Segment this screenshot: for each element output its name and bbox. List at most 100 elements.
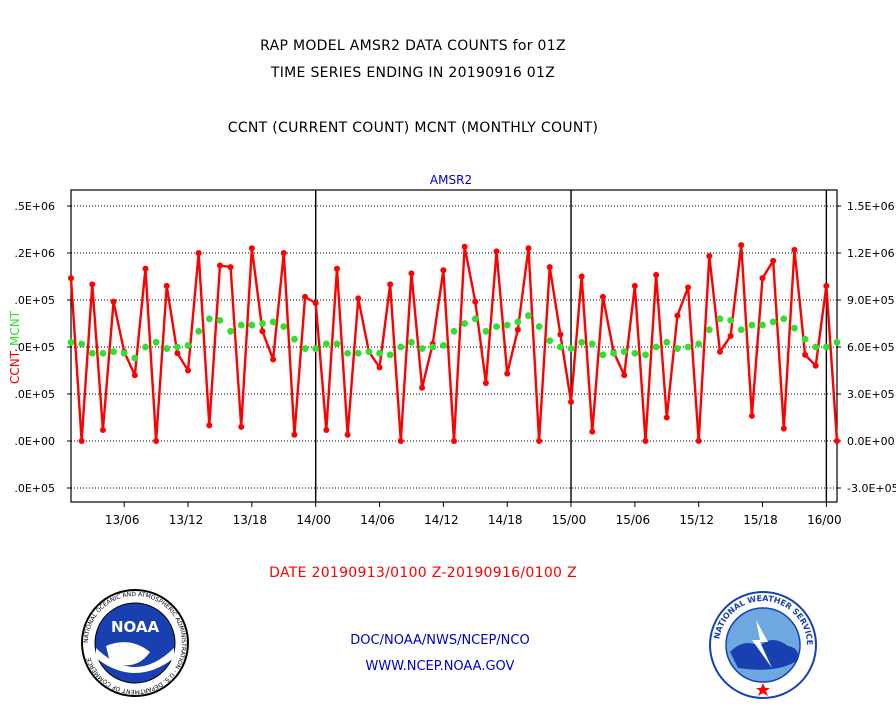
- point-mcnt: [514, 318, 522, 326]
- point-ccnt: [663, 414, 670, 421]
- series-group: [67, 242, 841, 444]
- point-ccnt: [727, 333, 734, 340]
- point-ccnt: [344, 431, 351, 438]
- point-mcnt: [142, 343, 149, 351]
- point-mcnt: [312, 345, 320, 352]
- point-ccnt: [546, 264, 553, 271]
- point-mcnt: [727, 316, 735, 324]
- point-mcnt: [291, 335, 298, 343]
- point-mcnt: [535, 323, 543, 331]
- point-mcnt: [822, 343, 830, 351]
- point-ccnt: [823, 282, 830, 289]
- point-mcnt: [322, 340, 330, 348]
- point-ccnt: [397, 438, 404, 444]
- point-mcnt: [333, 340, 341, 348]
- point-mcnt: [631, 349, 639, 357]
- footer-org: DOC/NOAA/NWS/NCEP/NCO: [350, 633, 530, 648]
- xtick-label: 16/00: [807, 513, 842, 527]
- point-mcnt: [259, 320, 266, 327]
- point-mcnt: [386, 351, 394, 359]
- point-mcnt: [642, 351, 649, 359]
- point-mcnt: [99, 349, 107, 357]
- ytick-label-right: 1.2E+06: [847, 247, 895, 260]
- point-ccnt: [216, 262, 223, 269]
- point-ccnt: [493, 248, 500, 255]
- point-ccnt: [780, 425, 787, 432]
- point-mcnt: [791, 324, 798, 332]
- point-mcnt: [237, 321, 245, 329]
- point-ccnt: [99, 427, 106, 434]
- point-ccnt: [451, 438, 457, 444]
- point-ccnt: [653, 271, 660, 278]
- noaa-logo: NOAA NATIONAL OCEANIC AND ATMOSPHERIC AD…: [81, 589, 189, 697]
- point-mcnt: [705, 326, 713, 334]
- point-ccnt: [642, 438, 649, 444]
- point-mcnt: [759, 321, 766, 329]
- point-mcnt: [120, 349, 128, 357]
- point-ccnt: [578, 273, 585, 280]
- point-mcnt: [450, 327, 458, 335]
- point-ccnt: [68, 275, 74, 282]
- ytick-label-right: -3.0E+05: [847, 482, 896, 495]
- chart-subtitle: AMSR2: [430, 173, 472, 187]
- point-mcnt: [684, 343, 692, 351]
- ylabel-ccnt: CCNT: [8, 350, 22, 384]
- point-ccnt: [802, 351, 809, 358]
- xtick-label: 15/00: [552, 513, 587, 527]
- ytick-label-left: .0E+00: [14, 435, 55, 448]
- point-mcnt: [610, 349, 617, 357]
- ylabel-mcnt: MCNT: [8, 310, 22, 346]
- point-mcnt: [365, 348, 373, 356]
- plot-frame: [70, 189, 838, 503]
- point-ccnt: [791, 246, 798, 253]
- point-mcnt: [78, 340, 86, 348]
- point-mcnt: [227, 327, 234, 335]
- point-mcnt: [248, 321, 256, 329]
- point-ccnt: [227, 264, 234, 271]
- ytick-label-left: .0E+05: [14, 341, 55, 354]
- point-mcnt: [737, 326, 745, 334]
- point-ccnt: [259, 328, 266, 335]
- point-ccnt: [131, 372, 138, 379]
- point-ccnt: [174, 350, 181, 357]
- xtick-label: 15/12: [679, 513, 714, 527]
- ytick-label-right: 1.5E+06: [847, 200, 895, 213]
- point-ccnt: [89, 281, 96, 288]
- point-mcnt: [663, 338, 671, 346]
- point-ccnt: [525, 245, 532, 252]
- point-ccnt: [440, 267, 447, 274]
- point-mcnt: [354, 349, 362, 357]
- ytick-label-right: 6.0E+05: [847, 341, 895, 354]
- point-ccnt: [589, 428, 596, 435]
- point-mcnt: [503, 321, 511, 329]
- point-ccnt: [812, 362, 819, 369]
- point-ccnt: [270, 356, 277, 363]
- point-mcnt: [88, 349, 96, 357]
- xtick-label: 15/18: [743, 513, 778, 527]
- point-mcnt: [152, 338, 160, 346]
- point-mcnt: [280, 323, 288, 331]
- point-mcnt: [110, 348, 117, 356]
- point-mcnt: [461, 320, 469, 327]
- point-ccnt: [504, 370, 511, 377]
- point-mcnt: [184, 342, 192, 349]
- point-ccnt: [557, 331, 564, 338]
- point-mcnt: [578, 338, 586, 346]
- point-ccnt: [685, 284, 692, 291]
- point-ccnt: [706, 253, 713, 260]
- point-ccnt: [280, 250, 287, 256]
- point-ccnt: [195, 250, 202, 256]
- footer-url[interactable]: WWW.NCEP.NOAA.GOV: [365, 659, 515, 674]
- xtick-label: 13/18: [233, 513, 268, 527]
- point-ccnt: [355, 295, 362, 302]
- point-mcnt: [748, 321, 756, 329]
- point-ccnt: [599, 293, 606, 300]
- point-mcnt: [482, 327, 490, 335]
- point-ccnt: [568, 398, 575, 405]
- point-mcnt: [546, 337, 554, 345]
- point-mcnt: [801, 335, 809, 343]
- point-ccnt: [408, 270, 415, 277]
- y-ticks: .5E+06 1.5E+06 .2E+06 1.2E+06 .0E+05 9.0E+05.…: [14, 200, 896, 495]
- chart-title-line3: CCNT (CURRENT COUNT) MCNT (MONTHLY COUNT…: [227, 120, 599, 136]
- point-mcnt: [439, 342, 447, 349]
